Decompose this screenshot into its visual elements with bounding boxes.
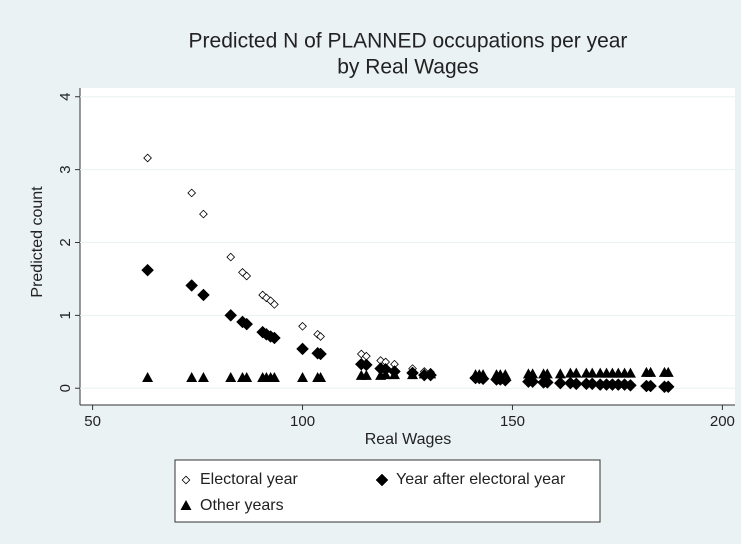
point (224, 309, 238, 322)
chart-title: Predicted N of PLANNED occupations per y… (189, 30, 628, 53)
point (141, 263, 154, 277)
point (268, 331, 281, 345)
legend-label: Year after electoral year (396, 471, 566, 488)
point (270, 300, 279, 309)
x-tick-label: 200 (710, 413, 735, 430)
point (586, 367, 598, 378)
point (585, 377, 599, 391)
point (662, 366, 674, 377)
legend-marker (375, 473, 389, 487)
point (569, 377, 583, 391)
plot-area (80, 88, 735, 405)
point (661, 380, 675, 394)
point (241, 372, 253, 383)
point (298, 321, 307, 331)
point (356, 349, 366, 359)
point (380, 369, 392, 380)
point (262, 293, 271, 303)
point (240, 317, 254, 331)
point (570, 367, 582, 378)
y-tick-label: 4 (57, 93, 74, 101)
point (645, 366, 657, 377)
point (296, 342, 309, 356)
y-tick-label: 3 (57, 165, 74, 173)
chart-title: by Real Wages (337, 56, 479, 79)
point (185, 279, 199, 292)
point (315, 372, 327, 383)
point (268, 372, 280, 383)
point (197, 372, 209, 383)
y-tick-label: 1 (57, 311, 74, 319)
point (553, 376, 567, 390)
point (226, 252, 236, 262)
x-axis-label: Real Wages (365, 431, 452, 448)
point (297, 372, 309, 383)
point (197, 288, 210, 302)
point (541, 368, 553, 379)
legend (174, 459, 601, 523)
point (186, 372, 198, 383)
point (499, 369, 511, 380)
point (199, 209, 208, 219)
x-tick-label: 150 (500, 413, 525, 430)
point (540, 376, 554, 389)
legend-marker (180, 500, 192, 510)
point (388, 369, 400, 380)
point (624, 378, 637, 392)
y-tick-label: 2 (57, 238, 74, 246)
legend-marker (181, 475, 191, 485)
point (644, 379, 657, 393)
point (360, 369, 372, 380)
point (407, 369, 419, 380)
point (187, 188, 197, 198)
point (527, 368, 539, 379)
point (225, 372, 237, 383)
point (526, 375, 539, 389)
point (425, 368, 437, 379)
point (314, 347, 327, 361)
point (316, 332, 325, 341)
y-tick-label: 0 (57, 384, 74, 392)
y-axis-label: Predicted count (29, 186, 46, 298)
point (143, 153, 152, 163)
point (554, 368, 566, 379)
legend-label: Electoral year (200, 471, 298, 488)
point (477, 369, 489, 380)
x-tick-label: 50 (84, 413, 101, 430)
point (242, 271, 252, 281)
point (142, 372, 154, 383)
point (624, 367, 636, 378)
legend-label: Other years (200, 497, 284, 514)
x-tick-label: 100 (290, 413, 315, 430)
point (258, 290, 268, 300)
